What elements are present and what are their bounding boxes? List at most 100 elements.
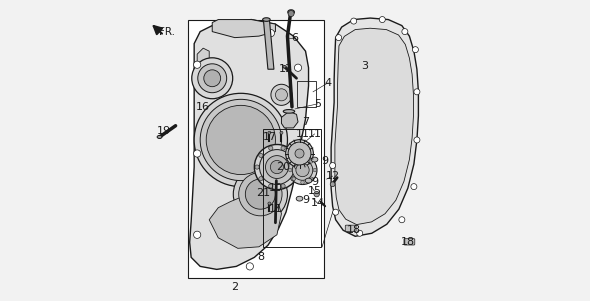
Polygon shape [263,20,274,69]
Circle shape [276,89,287,101]
Circle shape [198,64,227,93]
Text: 18: 18 [347,225,360,235]
Bar [297,81,316,107]
Circle shape [194,61,201,68]
Text: 9: 9 [322,156,329,166]
Text: 17: 17 [263,132,277,142]
Circle shape [270,160,284,174]
Circle shape [301,156,304,160]
Circle shape [309,177,313,181]
Text: 5: 5 [314,99,321,109]
Circle shape [314,191,319,197]
Ellipse shape [305,178,312,183]
Text: 11: 11 [296,129,310,139]
Ellipse shape [263,18,270,21]
Polygon shape [335,28,414,225]
FancyBboxPatch shape [404,239,415,245]
Text: 11: 11 [268,204,283,214]
Circle shape [288,11,294,17]
Text: 18: 18 [401,237,415,247]
Circle shape [268,146,273,150]
Circle shape [268,184,273,188]
Text: 3: 3 [360,61,368,71]
Ellipse shape [283,66,286,68]
Ellipse shape [312,157,318,162]
Circle shape [289,168,292,172]
Circle shape [301,181,304,184]
Circle shape [239,172,282,216]
Circle shape [414,137,420,143]
Circle shape [259,153,263,157]
Polygon shape [331,18,418,236]
Circle shape [330,163,336,169]
Bar [263,129,320,247]
Circle shape [267,29,274,37]
Circle shape [281,184,285,188]
Circle shape [313,168,317,172]
Text: FR.: FR. [159,26,175,37]
Text: 9: 9 [302,195,309,205]
Circle shape [280,131,283,134]
Circle shape [412,47,418,53]
Circle shape [286,140,313,167]
Circle shape [200,99,281,181]
Circle shape [411,184,417,190]
Circle shape [288,142,311,165]
Circle shape [379,17,385,23]
Ellipse shape [296,196,303,201]
Text: 19: 19 [157,126,171,136]
Circle shape [291,177,295,181]
Circle shape [296,163,309,177]
Circle shape [357,230,363,236]
Circle shape [260,150,294,185]
Circle shape [245,179,276,209]
Circle shape [414,89,420,95]
Circle shape [194,93,287,187]
Ellipse shape [283,110,294,113]
Circle shape [233,167,287,221]
Circle shape [271,84,292,105]
Circle shape [266,156,289,178]
Polygon shape [281,111,298,128]
Text: 6: 6 [291,33,299,43]
Circle shape [255,165,259,169]
Circle shape [336,35,342,41]
Text: 12: 12 [326,171,340,181]
Polygon shape [209,193,281,248]
Circle shape [295,149,304,158]
Text: 14: 14 [310,198,325,208]
Polygon shape [189,20,309,269]
Circle shape [281,146,285,150]
Circle shape [292,160,296,163]
Circle shape [399,217,405,223]
Text: 2: 2 [231,282,238,293]
Circle shape [294,165,299,169]
Text: 8: 8 [257,252,264,262]
Text: 9: 9 [311,177,318,187]
Circle shape [259,177,263,181]
Circle shape [294,64,301,71]
Text: 10: 10 [268,183,283,193]
Text: 11: 11 [307,129,322,139]
Text: 16: 16 [196,102,210,112]
Circle shape [292,160,313,180]
Text: 4: 4 [324,78,332,88]
Ellipse shape [288,10,294,14]
Circle shape [309,160,313,163]
Circle shape [350,18,357,24]
Circle shape [204,70,221,87]
Circle shape [194,231,201,238]
Ellipse shape [157,135,162,138]
Circle shape [268,202,271,205]
Circle shape [288,156,317,185]
Circle shape [268,131,271,134]
Text: 15: 15 [307,186,322,196]
Circle shape [292,177,296,181]
Circle shape [246,263,254,270]
Text: 21: 21 [256,188,270,198]
Circle shape [192,58,232,99]
Text: 20: 20 [276,162,290,172]
Circle shape [194,150,201,157]
Circle shape [254,144,300,190]
Text: 13: 13 [279,64,293,74]
